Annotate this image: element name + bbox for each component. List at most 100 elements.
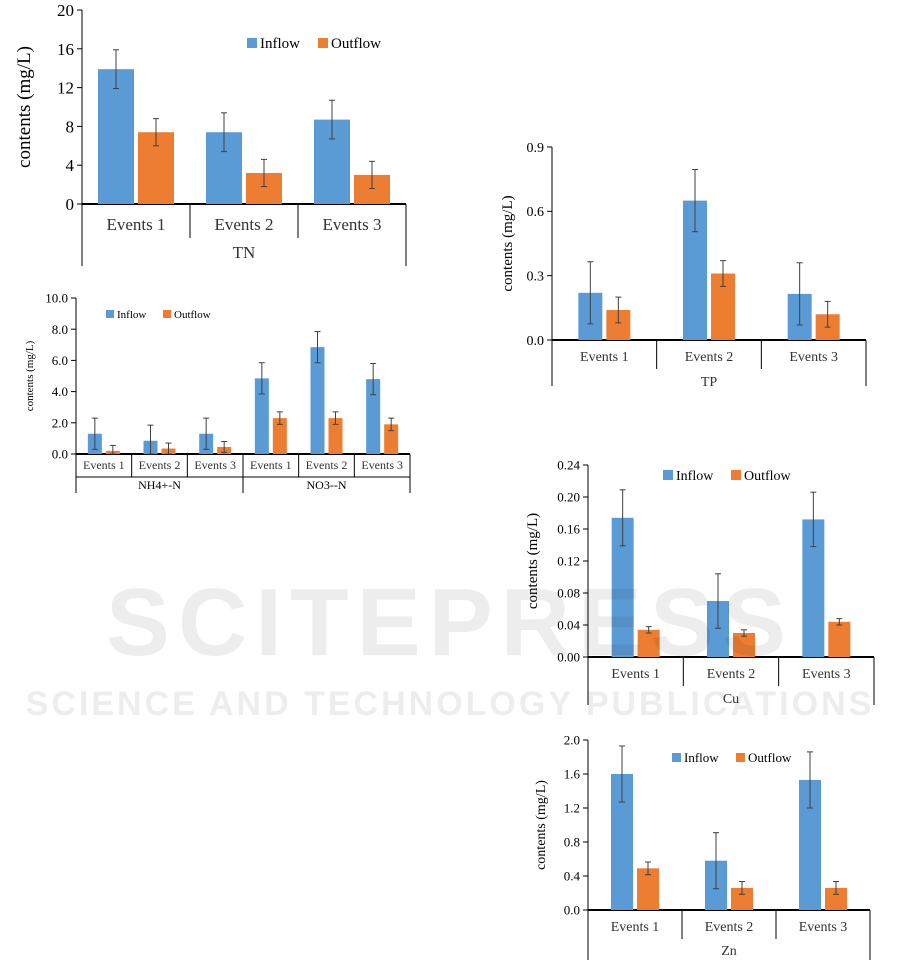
y-tick-label: 0.24 — [557, 458, 580, 473]
y-axis-label: contents (mg/L) — [24, 340, 36, 411]
y-tick-label: 0.00 — [557, 650, 580, 665]
bar-inflow — [310, 347, 325, 454]
legend-label-inflow: Inflow — [117, 309, 146, 321]
bar-inflow — [799, 779, 821, 910]
x-tick-label: Events 3 — [194, 458, 236, 472]
legend-label-outflow: Outflow — [744, 469, 792, 484]
y-tick-label: 0.0 — [527, 334, 545, 349]
y-axis-label: contents (mg/L) — [14, 46, 35, 168]
bar-inflow — [254, 378, 269, 454]
y-tick-label: 6.0 — [52, 353, 68, 368]
x-tick-label: Events 3 — [802, 667, 851, 682]
bar-inflow — [366, 379, 381, 454]
bar-outflow — [731, 887, 753, 910]
chart-zn: 0.0 0.4 0.8 1.2 1.6 2.0 Events 1 Events 2 Events… — [534, 733, 871, 960]
chart-nn: 0.0 2.0 4.0 6.0 8.0 10.0 NH4+-N NO3--N Events 1 E… — [24, 291, 411, 493]
legend-swatch-outflow — [163, 310, 171, 318]
legend: Inflow Outflow — [247, 36, 381, 52]
x-tick-label: Events 3 — [789, 350, 838, 365]
bar-inflow — [611, 774, 633, 910]
y-tick-label: 0.6 — [527, 205, 545, 220]
legend-swatch-outflow — [736, 753, 745, 762]
chart-tp: 0.0 0.3 0.6 0.9 Events 1 Events 2 Events 3 TP co… — [500, 141, 867, 390]
legend-label-outflow: Outflow — [331, 36, 381, 52]
y-tick-label: 0 — [66, 195, 75, 214]
bar-outflow — [328, 418, 343, 454]
x-tick-label: Events 2 — [139, 458, 181, 472]
bar-inflow — [611, 517, 634, 657]
bar-outflow — [384, 424, 399, 454]
legend-swatch-inflow — [247, 38, 257, 48]
y-tick-label: 2.0 — [564, 733, 580, 748]
y-tick-label: 2.0 — [52, 415, 68, 430]
legend-swatch-inflow — [672, 753, 681, 762]
y-tick-label: 4.0 — [52, 384, 68, 399]
y-tick-label: 8.0 — [52, 322, 68, 337]
x-group-label: NO3--N — [307, 478, 347, 492]
legend-swatch-inflow — [663, 470, 673, 480]
x-axis-label: TP — [701, 375, 718, 390]
x-axis-label: Zn — [721, 944, 737, 959]
chart-cu: 0.00 0.04 0.08 0.12 0.16 0.20 0.24 Events 1 Even… — [525, 458, 875, 707]
y-tick-label: 20 — [57, 1, 74, 20]
bar-outflow — [637, 868, 659, 910]
x-tick-label: Events 2 — [214, 215, 273, 234]
y-tick-label: 0.0 — [52, 447, 68, 462]
bar-outflow — [733, 633, 755, 657]
bar-outflow — [637, 629, 660, 657]
legend-label-inflow: Inflow — [684, 750, 719, 765]
y-tick-label: 0.3 — [527, 270, 545, 285]
x-axis-label: Cu — [723, 692, 739, 707]
legend-label-inflow: Inflow — [676, 469, 714, 484]
legend-swatch-inflow — [106, 310, 114, 318]
x-tick-label: Events 2 — [306, 458, 348, 472]
x-tick-label: Events 3 — [361, 458, 403, 472]
x-tick-label: Events 1 — [611, 920, 660, 935]
bar-inflow — [707, 601, 729, 657]
bar-inflow — [802, 519, 825, 657]
y-tick-label: 1.2 — [564, 801, 580, 816]
y-tick-label: 0.0 — [564, 903, 580, 918]
legend-swatch-outflow — [731, 470, 741, 480]
x-tick-label: Events 1 — [611, 667, 660, 682]
x-tick-label: Events 2 — [705, 920, 754, 935]
y-tick-label: 4 — [66, 156, 75, 175]
legend: Inflow Outflow — [672, 750, 792, 765]
bar-inflow — [98, 69, 134, 204]
bar-outflow — [825, 887, 847, 910]
chart-tn: 0 4 8 12 16 20 Events 1 Events 2 Events 3 TN conte… — [14, 1, 407, 266]
x-axis-label: TN — [233, 243, 256, 262]
y-tick-label: 8 — [66, 117, 75, 136]
y-tick-label: 0.20 — [557, 490, 580, 505]
x-group-label: NH4+-N — [138, 478, 181, 492]
y-axis-label: contents (mg/L) — [500, 195, 516, 291]
x-tick-label: Events 1 — [83, 458, 125, 472]
legend: Inflow Outflow — [106, 309, 211, 321]
y-tick-label: 0.16 — [557, 522, 580, 537]
legend-label-inflow: Inflow — [260, 36, 300, 52]
x-tick-label: Events 2 — [685, 350, 734, 365]
y-tick-label: 1.6 — [564, 767, 581, 782]
bar-outflow — [272, 418, 287, 454]
y-tick-label: 12 — [57, 79, 74, 98]
y-tick-label: 0.9 — [527, 141, 545, 156]
y-axis-label: contents (mg/L) — [534, 780, 549, 870]
y-axis-label: contents (mg/L) — [525, 513, 541, 609]
y-tick-label: 0.4 — [564, 869, 581, 884]
legend-swatch-outflow — [318, 38, 328, 48]
y-tick-label: 0.04 — [557, 618, 580, 633]
y-tick-label: 10.0 — [45, 291, 68, 306]
bar-outflow — [828, 621, 851, 657]
x-tick-label: Events 3 — [799, 920, 848, 935]
y-tick-label: 0.12 — [557, 554, 580, 569]
x-tick-label: Events 1 — [106, 215, 165, 234]
x-tick-label: Events 1 — [580, 350, 629, 365]
legend-label-outflow: Outflow — [174, 309, 211, 321]
x-tick-label: Events 2 — [707, 667, 756, 682]
x-tick-label: Events 3 — [322, 215, 381, 234]
y-tick-label: 0.08 — [557, 586, 580, 601]
y-tick-label: 0.8 — [564, 835, 580, 850]
legend-label-outflow: Outflow — [748, 750, 792, 765]
x-tick-label: Events 1 — [250, 458, 292, 472]
